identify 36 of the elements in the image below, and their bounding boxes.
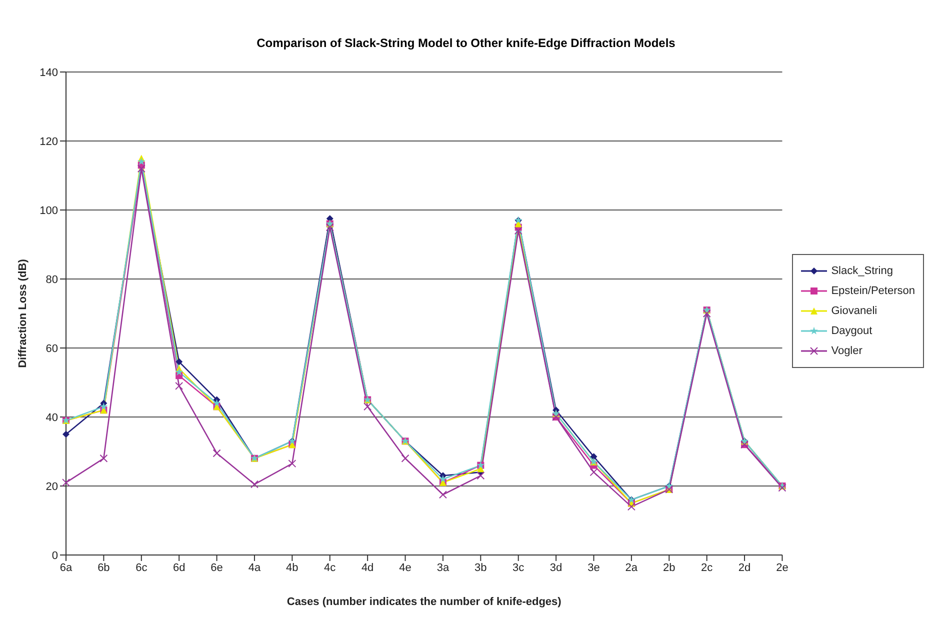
x-tick-label: 4b (286, 562, 298, 574)
y-tick-label: 60 (46, 342, 58, 355)
y-tick-label: 0 (52, 550, 58, 562)
x-tick-label: 2a (625, 562, 638, 574)
x-tick-label: 2c (701, 562, 714, 574)
x-tick-label: 3a (436, 562, 450, 574)
y-tick-label: 100 (40, 204, 58, 217)
x-tick-label: 4d (361, 562, 374, 574)
x-tick-label: 4c (324, 562, 336, 574)
x-axis-title: Cases (number indicates the number of knife-edges) (286, 596, 562, 608)
x-tick-label: 3e (588, 562, 600, 574)
x-tick-label: 4e (399, 562, 412, 574)
y-axis-title: Diffraction Loss (dB) (16, 258, 29, 368)
legend-label: Epstein/Peterson (831, 284, 915, 296)
x-tick-label: 3c (512, 562, 525, 574)
y-tick-label: 80 (46, 274, 58, 286)
x-tick-label: 4a (248, 562, 262, 574)
x-tick-label: 6b (98, 562, 110, 574)
legend-label: Slack_String (831, 264, 893, 276)
chart-title: Comparison of Slack-String Model to Other knife-Edge Diffraction Models (256, 36, 676, 50)
x-tick-label: 6d (172, 562, 186, 574)
y-tick-label: 120 (40, 136, 58, 148)
x-tick-label: 6e (210, 562, 223, 574)
x-tick-label: 3d (550, 562, 562, 574)
y-tick-label: 140 (40, 66, 58, 79)
y-tick-label: 20 (46, 480, 58, 493)
legend-label: Giovaneli (831, 304, 878, 316)
x-tick-label: 2e (776, 562, 788, 574)
x-tick-label: 6c (136, 562, 148, 574)
x-tick-label: 6a (60, 562, 73, 574)
legend-label: Daygout (831, 324, 872, 336)
x-tick-label: 3b (474, 562, 487, 574)
y-tick-label: 40 (46, 412, 58, 424)
x-tick-label: 2d (738, 562, 751, 574)
x-tick-label: 2b (663, 562, 676, 574)
legend-label: Vogler (831, 344, 862, 356)
